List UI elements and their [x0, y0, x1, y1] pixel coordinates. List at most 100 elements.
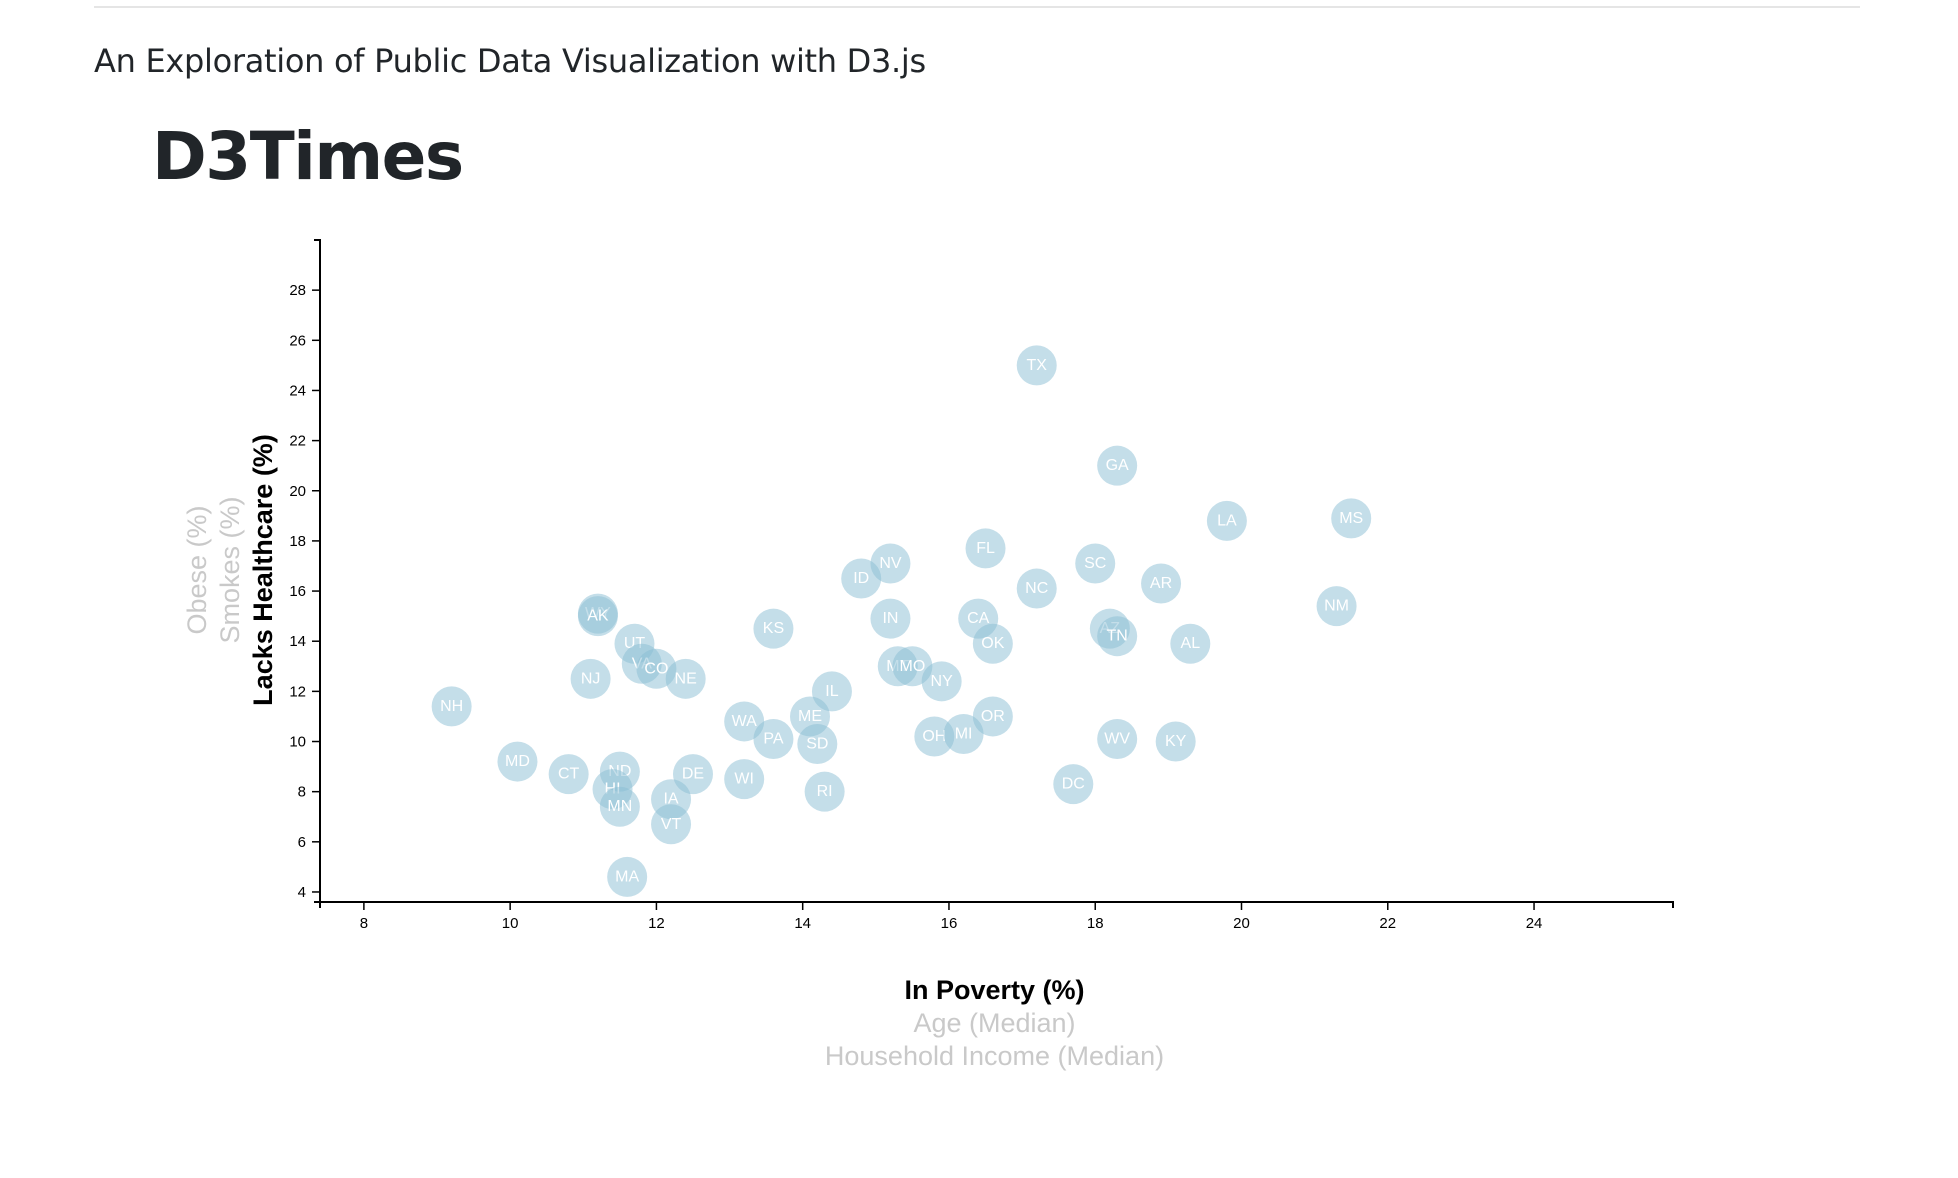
state-point-dc[interactable]: DC: [1053, 764, 1094, 805]
state-point-oh[interactable]: OH: [914, 716, 955, 757]
state-circle[interactable]: [921, 661, 962, 702]
state-circle[interactable]: [1155, 721, 1196, 762]
x-tick-label: 20: [1233, 915, 1250, 932]
state-circle[interactable]: [1206, 500, 1247, 541]
state-label: ME: [798, 708, 822, 725]
state-point-nj[interactable]: NJ: [570, 658, 611, 699]
state-point-ms[interactable]: MS: [1331, 498, 1372, 539]
state-point-tx[interactable]: TX: [1016, 345, 1057, 386]
state-point-pa[interactable]: PA: [753, 719, 794, 760]
state-circle[interactable]: [599, 786, 640, 827]
x-axis-label-option[interactable]: Household Income (Median): [825, 1041, 1164, 1071]
state-label: NH: [440, 698, 463, 715]
state-label: NV: [879, 555, 902, 572]
state-point-tn[interactable]: TN: [1097, 616, 1138, 657]
state-point-wi[interactable]: WI: [724, 759, 765, 800]
state-point-sd[interactable]: SD: [797, 724, 838, 765]
state-label: GA: [1106, 457, 1129, 474]
state-point-ar[interactable]: AR: [1141, 563, 1182, 604]
state-circle[interactable]: [1097, 616, 1138, 657]
y-axis-labels: Lacks Healthcare (%)Smokes (%)Obese (%): [182, 434, 278, 706]
state-circle[interactable]: [1141, 563, 1182, 604]
state-circle[interactable]: [1016, 568, 1057, 609]
state-circle[interactable]: [577, 596, 618, 637]
state-point-mi[interactable]: MI: [943, 713, 984, 754]
state-point-id[interactable]: ID: [841, 558, 882, 599]
state-circle[interactable]: [548, 754, 589, 795]
state-circle[interactable]: [665, 658, 706, 699]
state-point-or[interactable]: OR: [972, 696, 1013, 737]
state-point-ri[interactable]: RI: [804, 771, 845, 812]
state-point-wa[interactable]: WA: [724, 701, 765, 742]
state-circle[interactable]: [607, 856, 648, 897]
state-circle[interactable]: [1053, 764, 1094, 805]
state-point-fl[interactable]: FL: [965, 528, 1006, 569]
state-label: MD: [505, 753, 530, 770]
state-point-nh[interactable]: NH: [431, 686, 472, 727]
state-circle[interactable]: [753, 719, 794, 760]
state-circle[interactable]: [1097, 719, 1138, 760]
state-point-wv[interactable]: WV: [1097, 719, 1138, 760]
y-axis-line: [314, 239, 321, 903]
state-point-ga[interactable]: GA: [1097, 445, 1138, 486]
state-circle[interactable]: [724, 701, 765, 742]
y-axis-label-option[interactable]: Obese (%): [182, 505, 212, 634]
state-circle[interactable]: [651, 804, 692, 845]
state-circle[interactable]: [753, 608, 794, 649]
state-point-ma[interactable]: MA: [607, 856, 648, 897]
state-point-al[interactable]: AL: [1170, 623, 1211, 664]
y-tick-label: 28: [289, 282, 306, 299]
state-label: AK: [587, 608, 609, 625]
state-label: CT: [558, 766, 580, 783]
state-point-la[interactable]: LA: [1206, 500, 1247, 541]
state-circle[interactable]: [1331, 498, 1372, 539]
state-circle[interactable]: [431, 686, 472, 727]
x-axis-label-option[interactable]: In Poverty (%): [904, 975, 1084, 1005]
state-label: OH: [922, 728, 946, 745]
y-tick-label: 4: [298, 884, 306, 901]
state-label: RI: [817, 783, 833, 800]
state-circle[interactable]: [570, 658, 611, 699]
state-point-mn[interactable]: MN: [599, 786, 640, 827]
state-point-sc[interactable]: SC: [1075, 543, 1116, 584]
state-point-vt[interactable]: VT: [651, 804, 692, 845]
state-circle[interactable]: [724, 759, 765, 800]
state-point-ct[interactable]: CT: [548, 754, 589, 795]
x-axis-label-option[interactable]: Age (Median): [913, 1008, 1075, 1038]
state-point-in[interactable]: IN: [870, 598, 911, 639]
state-circle[interactable]: [1097, 445, 1138, 486]
state-circle[interactable]: [943, 713, 984, 754]
state-point-ny[interactable]: NY: [921, 661, 962, 702]
y-tick-label: 10: [289, 734, 306, 751]
state-point-ky[interactable]: KY: [1155, 721, 1196, 762]
state-circle[interactable]: [1075, 543, 1116, 584]
state-point-ks[interactable]: KS: [753, 608, 794, 649]
y-axis-label-option[interactable]: Lacks Healthcare (%): [248, 434, 278, 706]
state-label: MO: [900, 658, 926, 675]
x-tick-label: 8: [360, 915, 368, 932]
state-circle[interactable]: [497, 741, 538, 782]
state-label: AR: [1150, 575, 1172, 592]
state-point-ne[interactable]: NE: [665, 658, 706, 699]
state-circle[interactable]: [965, 528, 1006, 569]
state-circle[interactable]: [1170, 623, 1211, 664]
state-point-ok[interactable]: OK: [972, 623, 1013, 664]
state-label: CA: [967, 610, 990, 627]
state-circle[interactable]: [841, 558, 882, 599]
state-circle[interactable]: [1016, 345, 1057, 386]
state-point-nc[interactable]: NC: [1016, 568, 1057, 609]
state-circle[interactable]: [804, 771, 845, 812]
state-circle[interactable]: [914, 716, 955, 757]
state-label: SD: [806, 736, 828, 753]
state-circle[interactable]: [972, 696, 1013, 737]
state-circle[interactable]: [870, 598, 911, 639]
y-tick-label: 16: [289, 583, 306, 600]
state-circle[interactable]: [1316, 586, 1357, 627]
state-circle[interactable]: [972, 623, 1013, 664]
state-point-md[interactable]: MD: [497, 741, 538, 782]
state-circle[interactable]: [797, 724, 838, 765]
y-axis-label-option[interactable]: Smokes (%): [215, 496, 245, 643]
state-point-ak[interactable]: AK: [577, 596, 618, 637]
y-tick-label: 6: [298, 834, 306, 851]
state-point-nm[interactable]: NM: [1316, 586, 1357, 627]
